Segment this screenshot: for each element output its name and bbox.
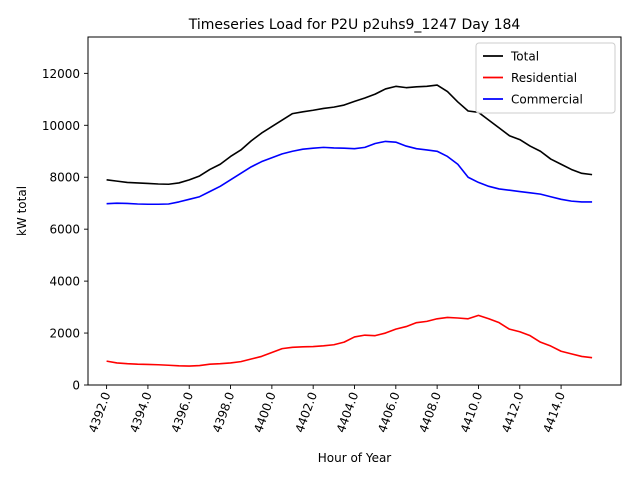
y-tick-label: 6000 xyxy=(49,223,80,237)
y-tick-label: 0 xyxy=(72,379,80,393)
series-line-total xyxy=(106,84,593,186)
y-tick-label: 10000 xyxy=(42,119,80,133)
legend-box xyxy=(475,42,616,114)
series-layer xyxy=(106,84,593,367)
y-tick-label: 4000 xyxy=(49,275,80,289)
legend-label-commercial: Commercial xyxy=(511,93,583,107)
x-axis-label: Hour of Year xyxy=(318,451,392,465)
y-tick-label: 2000 xyxy=(49,327,80,341)
y-tick-label: 12000 xyxy=(42,67,80,81)
y-tick-label: 8000 xyxy=(49,171,80,185)
series-line-residential xyxy=(106,314,593,367)
legend-label-residential: Residential xyxy=(511,71,577,85)
chart-title: Timeseries Load for P2U p2uhs9_1247 Day … xyxy=(188,17,521,33)
y-axis: 0 2000 4000 6000 8000 10000 12000 xyxy=(42,67,88,393)
y-axis-label: kW total xyxy=(15,186,29,236)
legend: Total Residential Commercial xyxy=(475,42,616,114)
series-line-commercial xyxy=(106,140,593,206)
legend-label-total: Total xyxy=(510,50,539,64)
